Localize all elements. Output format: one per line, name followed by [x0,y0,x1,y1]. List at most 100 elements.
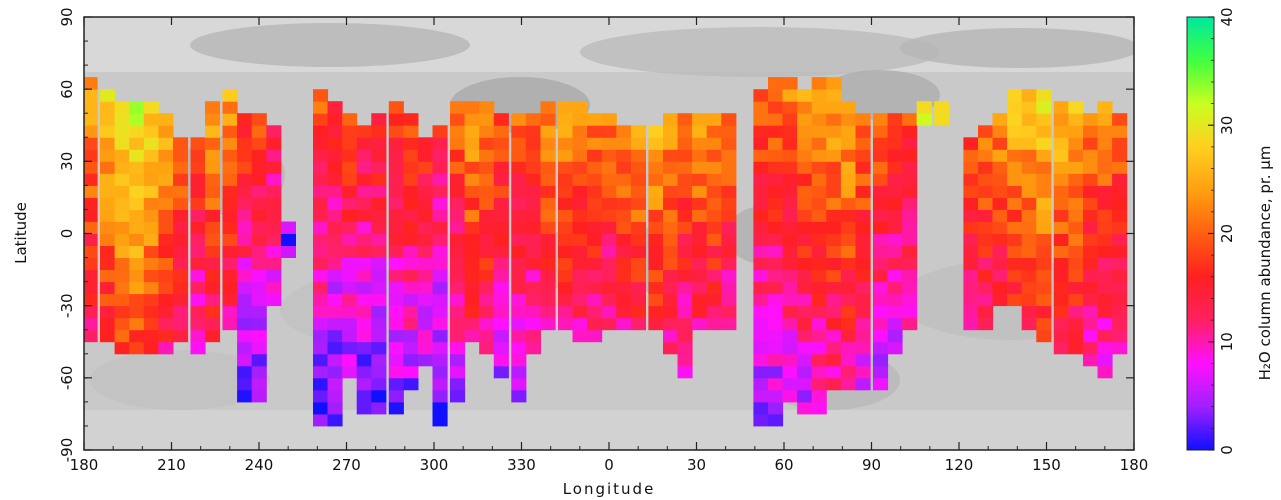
heat-cell [601,161,617,174]
heat-cell [1053,317,1069,331]
heat-cell [493,245,509,258]
heat-cell [1097,365,1113,379]
heat-cell [205,221,221,234]
heat-cell [1068,221,1084,234]
heat-cell [1053,221,1069,234]
heat-cell [100,293,116,307]
heat-cell [934,101,950,114]
heat-cell [100,221,116,234]
heat-cell [797,389,813,403]
heat-cell [222,161,238,174]
heat-cell [479,317,495,331]
x-tick-label: 60 [774,456,793,474]
heat-cell [572,209,588,222]
heat-cell [811,125,827,138]
heat-cell [692,305,708,319]
heat-cell [992,281,1008,295]
heat-cell [143,173,159,186]
heat-cell [371,305,387,319]
heat-cell [540,137,556,150]
heat-cell [963,209,979,222]
heat-cell [768,365,784,379]
heat-cell [663,305,679,319]
heat-cell [100,125,116,138]
heat-cell [450,161,466,174]
x-tick-label: 210 [157,456,186,474]
heat-cell [100,89,116,102]
heat-cell [677,125,693,138]
heat-cell [1036,137,1052,150]
heat-cell [648,233,664,246]
heat-cell [450,281,466,295]
heat-cell [558,305,574,319]
heat-cell [493,293,509,307]
heat-cell [826,125,842,138]
heat-cell [630,137,646,150]
heat-cell [648,257,664,271]
heat-cell [84,305,98,319]
heat-cell [313,221,329,234]
heat-cell [811,149,827,162]
heat-cell [129,293,145,307]
heat-cell [826,329,842,343]
heat-cell [479,245,495,258]
heat-cell [342,125,358,138]
heat-cell [313,173,329,186]
heat-cell [313,149,329,162]
heat-cell [873,377,889,391]
heat-cell [1036,245,1052,258]
heat-cell [403,353,419,367]
heat-cell [266,125,282,138]
heat-cell [158,329,174,343]
heat-cell [479,269,495,283]
heat-cell [525,281,541,295]
heat-cell [992,149,1008,162]
heat-cell [677,149,693,162]
heat-cell [479,329,495,343]
heat-cell [1083,149,1099,162]
heat-cell [266,149,282,162]
heat-cell [237,125,253,138]
heat-cell [677,317,693,331]
heat-cell [511,149,527,162]
heat-cell [432,233,448,246]
heat-cell [753,209,769,222]
heat-cell [992,293,1008,307]
heat-cell [811,233,827,246]
heat-cell [782,341,798,355]
heat-cell [266,257,282,271]
heat-cell [663,245,679,258]
heat-cell [525,269,541,283]
heat-cell [143,305,159,319]
heat-cell [992,197,1008,210]
heat-cell [811,209,827,222]
heat-cell [1112,269,1128,283]
heat-cell [587,317,603,331]
heat-cell [371,317,387,331]
heat-cell [692,185,708,198]
heat-cell [587,125,603,138]
heat-cell [143,257,159,271]
heat-cell [173,233,189,246]
heat-cell [797,353,813,367]
heat-cell [811,161,827,174]
heat-cell [873,137,889,150]
heat-cell [388,197,404,210]
y-tick-label: 90 [58,7,76,26]
heat-cell [388,245,404,258]
heat-cell [1007,185,1023,198]
heat-cell [768,149,784,162]
heat-cell [222,221,238,234]
heat-cell [540,209,556,222]
heat-cell [114,341,130,355]
heat-cell [1083,137,1099,150]
heat-cell [797,257,813,271]
heat-cell [403,365,419,379]
heat-cell [706,185,722,198]
heat-cell [587,161,603,174]
heat-cell [706,233,722,246]
heat-cell [418,221,434,234]
heat-cell [129,113,145,126]
heat-cell [222,173,238,186]
heat-cell [371,377,387,391]
